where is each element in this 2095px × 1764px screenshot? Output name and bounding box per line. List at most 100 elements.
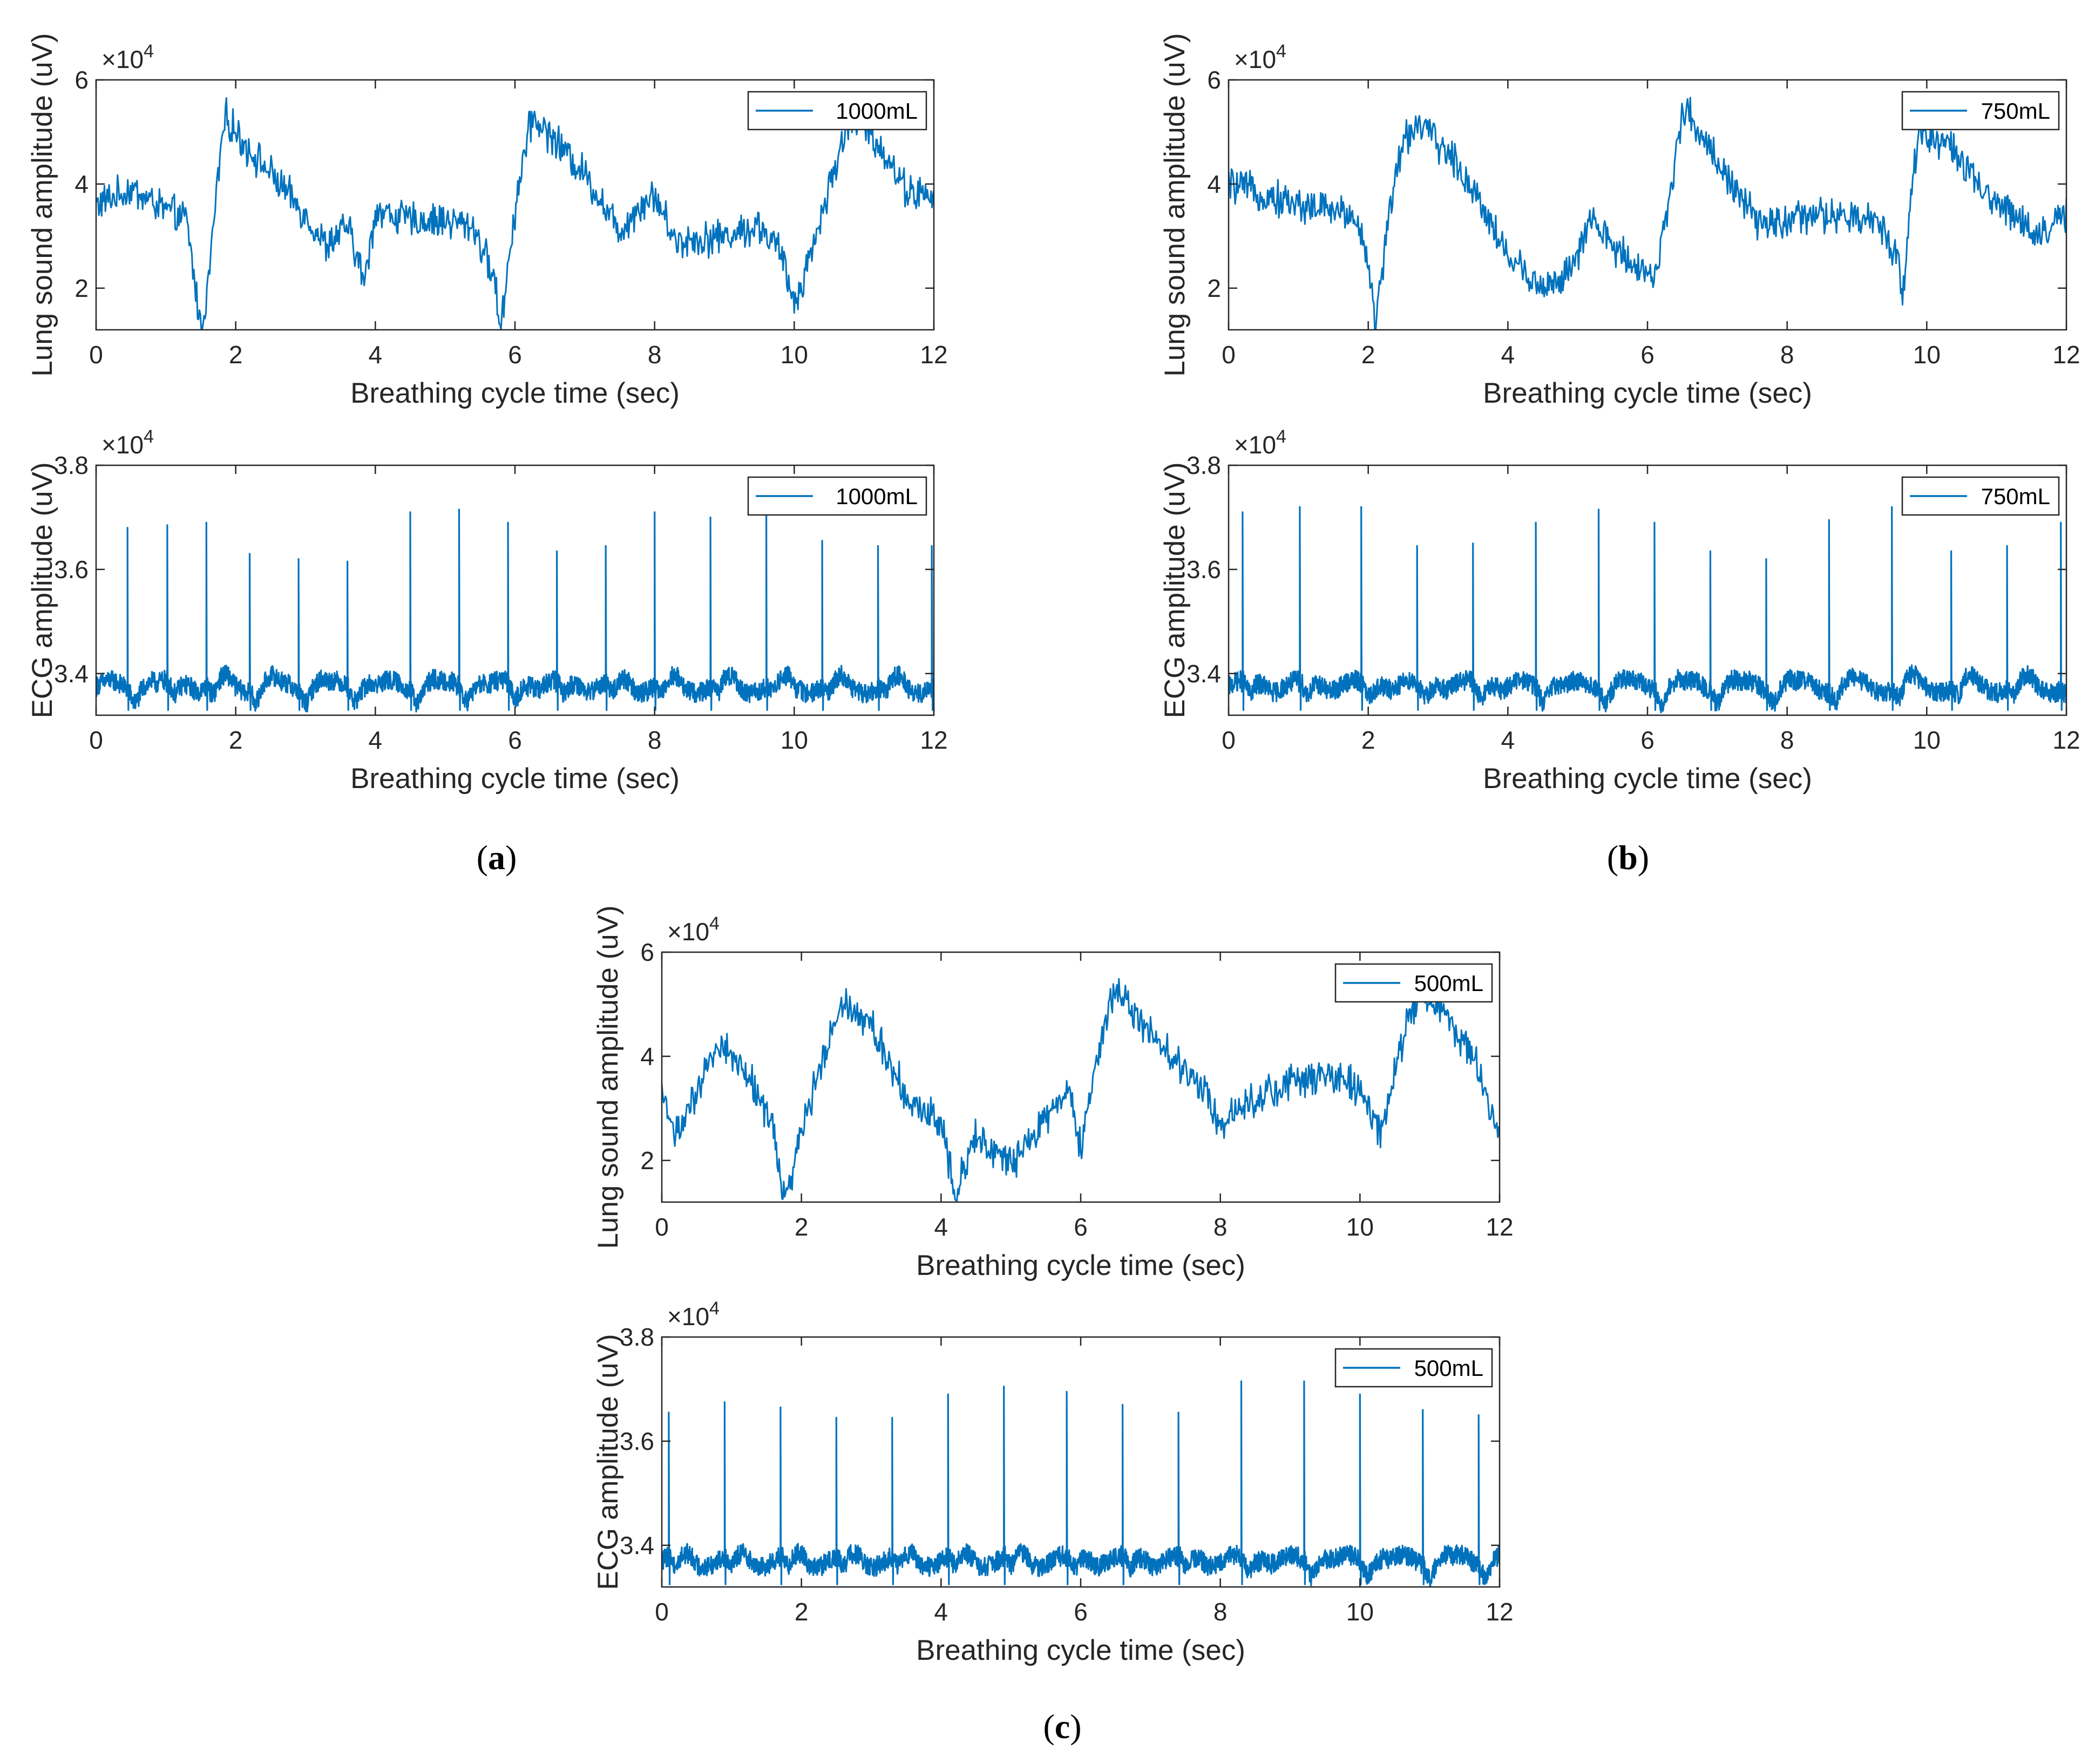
panel-label-a: (a) xyxy=(477,838,517,877)
y-tick-label: 6 xyxy=(640,938,654,966)
panel-label-letter: b xyxy=(1618,838,1638,877)
y-axis-label: Lung sound amplitude (uV) xyxy=(592,905,624,1249)
y-tick-label: 3.6 xyxy=(1187,555,1221,584)
x-tick-label: 2 xyxy=(229,726,243,754)
exponent-power: 4 xyxy=(144,41,154,62)
x-axis-label: Breathing cycle time (sec) xyxy=(350,377,680,409)
y-tick-label: 4 xyxy=(640,1042,654,1070)
panel-label-open: ( xyxy=(1607,838,1618,877)
x-tick-label: 2 xyxy=(795,1598,809,1626)
x-tick-label: 8 xyxy=(1213,1213,1228,1241)
x-tick-label: 8 xyxy=(648,726,662,754)
x-tick-label: 2 xyxy=(1361,341,1375,369)
y-tick-label: 3.8 xyxy=(1187,451,1221,479)
x-tick-label: 6 xyxy=(1074,1598,1088,1626)
exponent-base: ×10 xyxy=(667,918,709,946)
x-tick-label: 8 xyxy=(648,341,662,369)
y-tick-label: 4 xyxy=(1207,170,1221,198)
data-series-line xyxy=(96,97,934,330)
x-axis-label: Breathing cycle time (sec) xyxy=(350,763,680,795)
x-tick-label: 10 xyxy=(781,726,808,754)
x-tick-label: 10 xyxy=(781,341,808,369)
x-tick-label: 2 xyxy=(795,1213,809,1241)
y-axis-label: ECG amplitude (uV) xyxy=(592,1334,624,1590)
exponent-power: 4 xyxy=(1276,426,1286,447)
y-axis-label: Lung sound amplitude (uV) xyxy=(26,33,58,376)
data-series-line xyxy=(662,978,1500,1202)
x-tick-label: 12 xyxy=(1486,1213,1513,1241)
panel-label-close: ) xyxy=(505,838,517,877)
y-tick-label: 2 xyxy=(640,1146,654,1175)
y-tick-label: 3.4 xyxy=(1187,660,1221,688)
y-axis-exponent: ×104 xyxy=(667,913,720,946)
exponent-power: 4 xyxy=(1276,41,1286,62)
exponent-base: ×10 xyxy=(101,431,144,459)
panel-label-close: ) xyxy=(1638,838,1649,877)
y-tick-label: 4 xyxy=(74,170,89,198)
y-tick-label: 6 xyxy=(1207,66,1221,94)
x-tick-label: 12 xyxy=(1486,1598,1513,1626)
exponent-base: ×10 xyxy=(101,45,144,73)
x-tick-label: 10 xyxy=(1913,726,1941,754)
panel-label-letter: a xyxy=(488,838,505,877)
x-tick-label: 4 xyxy=(934,1598,948,1626)
legend: 750mL xyxy=(1901,476,2060,516)
x-axis-label: Breathing cycle time (sec) xyxy=(1483,377,1812,409)
legend-label: 1000mL xyxy=(836,98,918,124)
exponent-power: 4 xyxy=(709,1298,720,1319)
x-tick-label: 4 xyxy=(1501,341,1515,369)
x-tick-label: 12 xyxy=(920,726,947,754)
x-tick-label: 8 xyxy=(1780,726,1794,754)
x-axis-label: Breathing cycle time (sec) xyxy=(916,1250,1245,1281)
y-axis-label: ECG amplitude (uV) xyxy=(1159,462,1191,718)
x-axis-label: Breathing cycle time (sec) xyxy=(1483,763,1812,795)
x-tick-label: 12 xyxy=(920,341,947,369)
legend-label: 500mL xyxy=(1414,1355,1483,1381)
panel-label-b: (b) xyxy=(1607,838,1649,877)
legend: 1000mL xyxy=(747,476,927,516)
panel-label-letter: c xyxy=(1055,1707,1070,1746)
x-tick-label: 12 xyxy=(2052,341,2080,369)
x-tick-label: 8 xyxy=(1213,1598,1228,1626)
x-axis-label: Breathing cycle time (sec) xyxy=(916,1634,1245,1666)
y-tick-label: 2 xyxy=(74,274,89,302)
x-tick-label: 12 xyxy=(2052,726,2080,754)
data-series-line xyxy=(1229,97,2066,330)
x-tick-label: 0 xyxy=(655,1213,669,1241)
panel-label-close: ) xyxy=(1070,1707,1081,1746)
panel-label-c: (c) xyxy=(1043,1707,1081,1746)
y-axis-exponent: ×104 xyxy=(101,426,154,459)
x-tick-label: 4 xyxy=(369,341,383,369)
legend: 500mL xyxy=(1334,963,1493,1003)
y-tick-label: 3.8 xyxy=(54,451,89,479)
exponent-base: ×10 xyxy=(667,1302,709,1331)
legend: 1000mL xyxy=(747,91,927,131)
x-tick-label: 0 xyxy=(89,726,103,754)
legend-label: 750mL xyxy=(1981,98,2050,124)
x-tick-label: 0 xyxy=(1222,341,1236,369)
x-tick-label: 4 xyxy=(1501,726,1515,754)
x-tick-label: 2 xyxy=(229,341,243,369)
x-tick-label: 6 xyxy=(1074,1213,1088,1241)
y-axis-exponent: ×104 xyxy=(1234,426,1286,459)
y-tick-label: 3.4 xyxy=(620,1531,654,1559)
x-tick-label: 10 xyxy=(1913,341,1941,369)
y-tick-label: 6 xyxy=(74,66,89,94)
legend-label: 750mL xyxy=(1981,484,2050,509)
y-tick-label: 3.6 xyxy=(54,555,89,584)
x-tick-label: 6 xyxy=(508,726,522,754)
y-tick-label: 2 xyxy=(1207,274,1221,302)
exponent-base: ×10 xyxy=(1234,45,1276,73)
exponent-power: 4 xyxy=(144,426,154,447)
x-tick-label: 0 xyxy=(89,341,103,369)
x-tick-label: 10 xyxy=(1346,1598,1374,1626)
y-axis-label: ECG amplitude (uV) xyxy=(26,462,58,718)
x-tick-label: 2 xyxy=(1361,726,1375,754)
data-series-line xyxy=(662,1380,1500,1587)
